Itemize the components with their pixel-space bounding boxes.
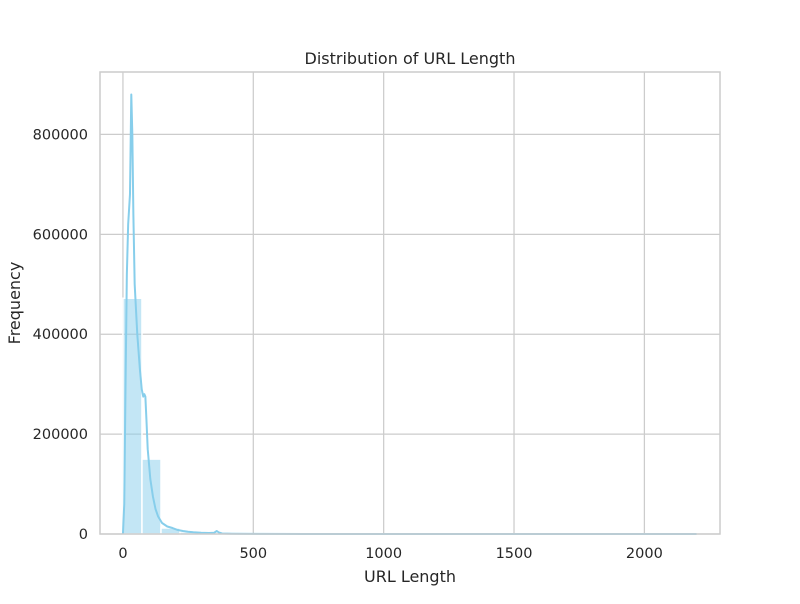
x-tick-label: 500 — [239, 546, 267, 562]
x-axis-label: URL Length — [364, 567, 456, 586]
histogram-bar — [142, 459, 161, 534]
y-tick-labels: 0 200000 400000 600000 800000 — [33, 127, 88, 543]
y-tick-label: 0 — [79, 527, 88, 543]
x-tick-label: 1500 — [496, 546, 533, 562]
grid-lines — [100, 72, 720, 534]
plot-frame — [100, 72, 720, 534]
x-tick-label: 2000 — [626, 546, 663, 562]
kde-curve — [123, 94, 697, 534]
y-tick-label: 200000 — [33, 427, 88, 443]
y-tick-label: 600000 — [33, 227, 88, 243]
y-tick-label: 400000 — [33, 327, 88, 343]
chart-title: Distribution of URL Length — [305, 49, 516, 68]
x-tick-label: 1000 — [365, 546, 402, 562]
x-tick-labels: 0 500 1000 1500 2000 — [118, 546, 663, 562]
y-axis-label: Frequency — [5, 262, 24, 345]
kde-curve-layer — [123, 94, 697, 534]
y-tick-label: 800000 — [33, 127, 88, 143]
x-tick-label: 0 — [118, 546, 127, 562]
